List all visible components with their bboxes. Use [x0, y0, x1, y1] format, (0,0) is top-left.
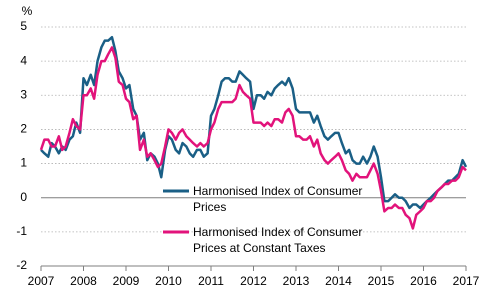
x-tick-label: 2009	[113, 274, 140, 288]
x-tick-label: 2008	[70, 274, 97, 288]
x-tick-label: 2013	[283, 274, 310, 288]
y-tick-label: 5	[20, 19, 27, 33]
y-tick-label: 1	[20, 156, 27, 170]
data-line	[40, 35, 468, 210]
x-tick-label: 2015	[368, 274, 395, 288]
x-tick-label: 2012	[240, 274, 267, 288]
y-tick-label: 2	[20, 122, 27, 136]
x-tick-label: 2017	[453, 274, 480, 288]
data-line	[39, 46, 467, 230]
legend-item: Harmonised Index of Consumer Prices at C…	[193, 225, 363, 255]
y-tick-label: 0	[20, 190, 27, 204]
y-tick-label: 4	[20, 53, 27, 67]
x-tick-label: 2011	[198, 274, 224, 288]
x-tick-label: 2007	[28, 274, 55, 288]
legend-item: Harmonised Index of Consumer Prices	[193, 184, 363, 214]
y-tick-label: 3	[20, 87, 27, 101]
legend-label: Harmonised Index of Consumer Prices	[193, 184, 363, 214]
y-tick-label: -1	[16, 224, 27, 238]
x-tick-label: 2016	[410, 274, 437, 288]
x-tick-label: 2014	[325, 274, 352, 288]
y-tick-label: -2	[16, 258, 27, 272]
y-axis-label: %	[22, 4, 33, 18]
legend-label: Harmonised Index of Consumer Prices at C…	[193, 225, 363, 255]
x-tick-label: 2010	[155, 274, 182, 288]
